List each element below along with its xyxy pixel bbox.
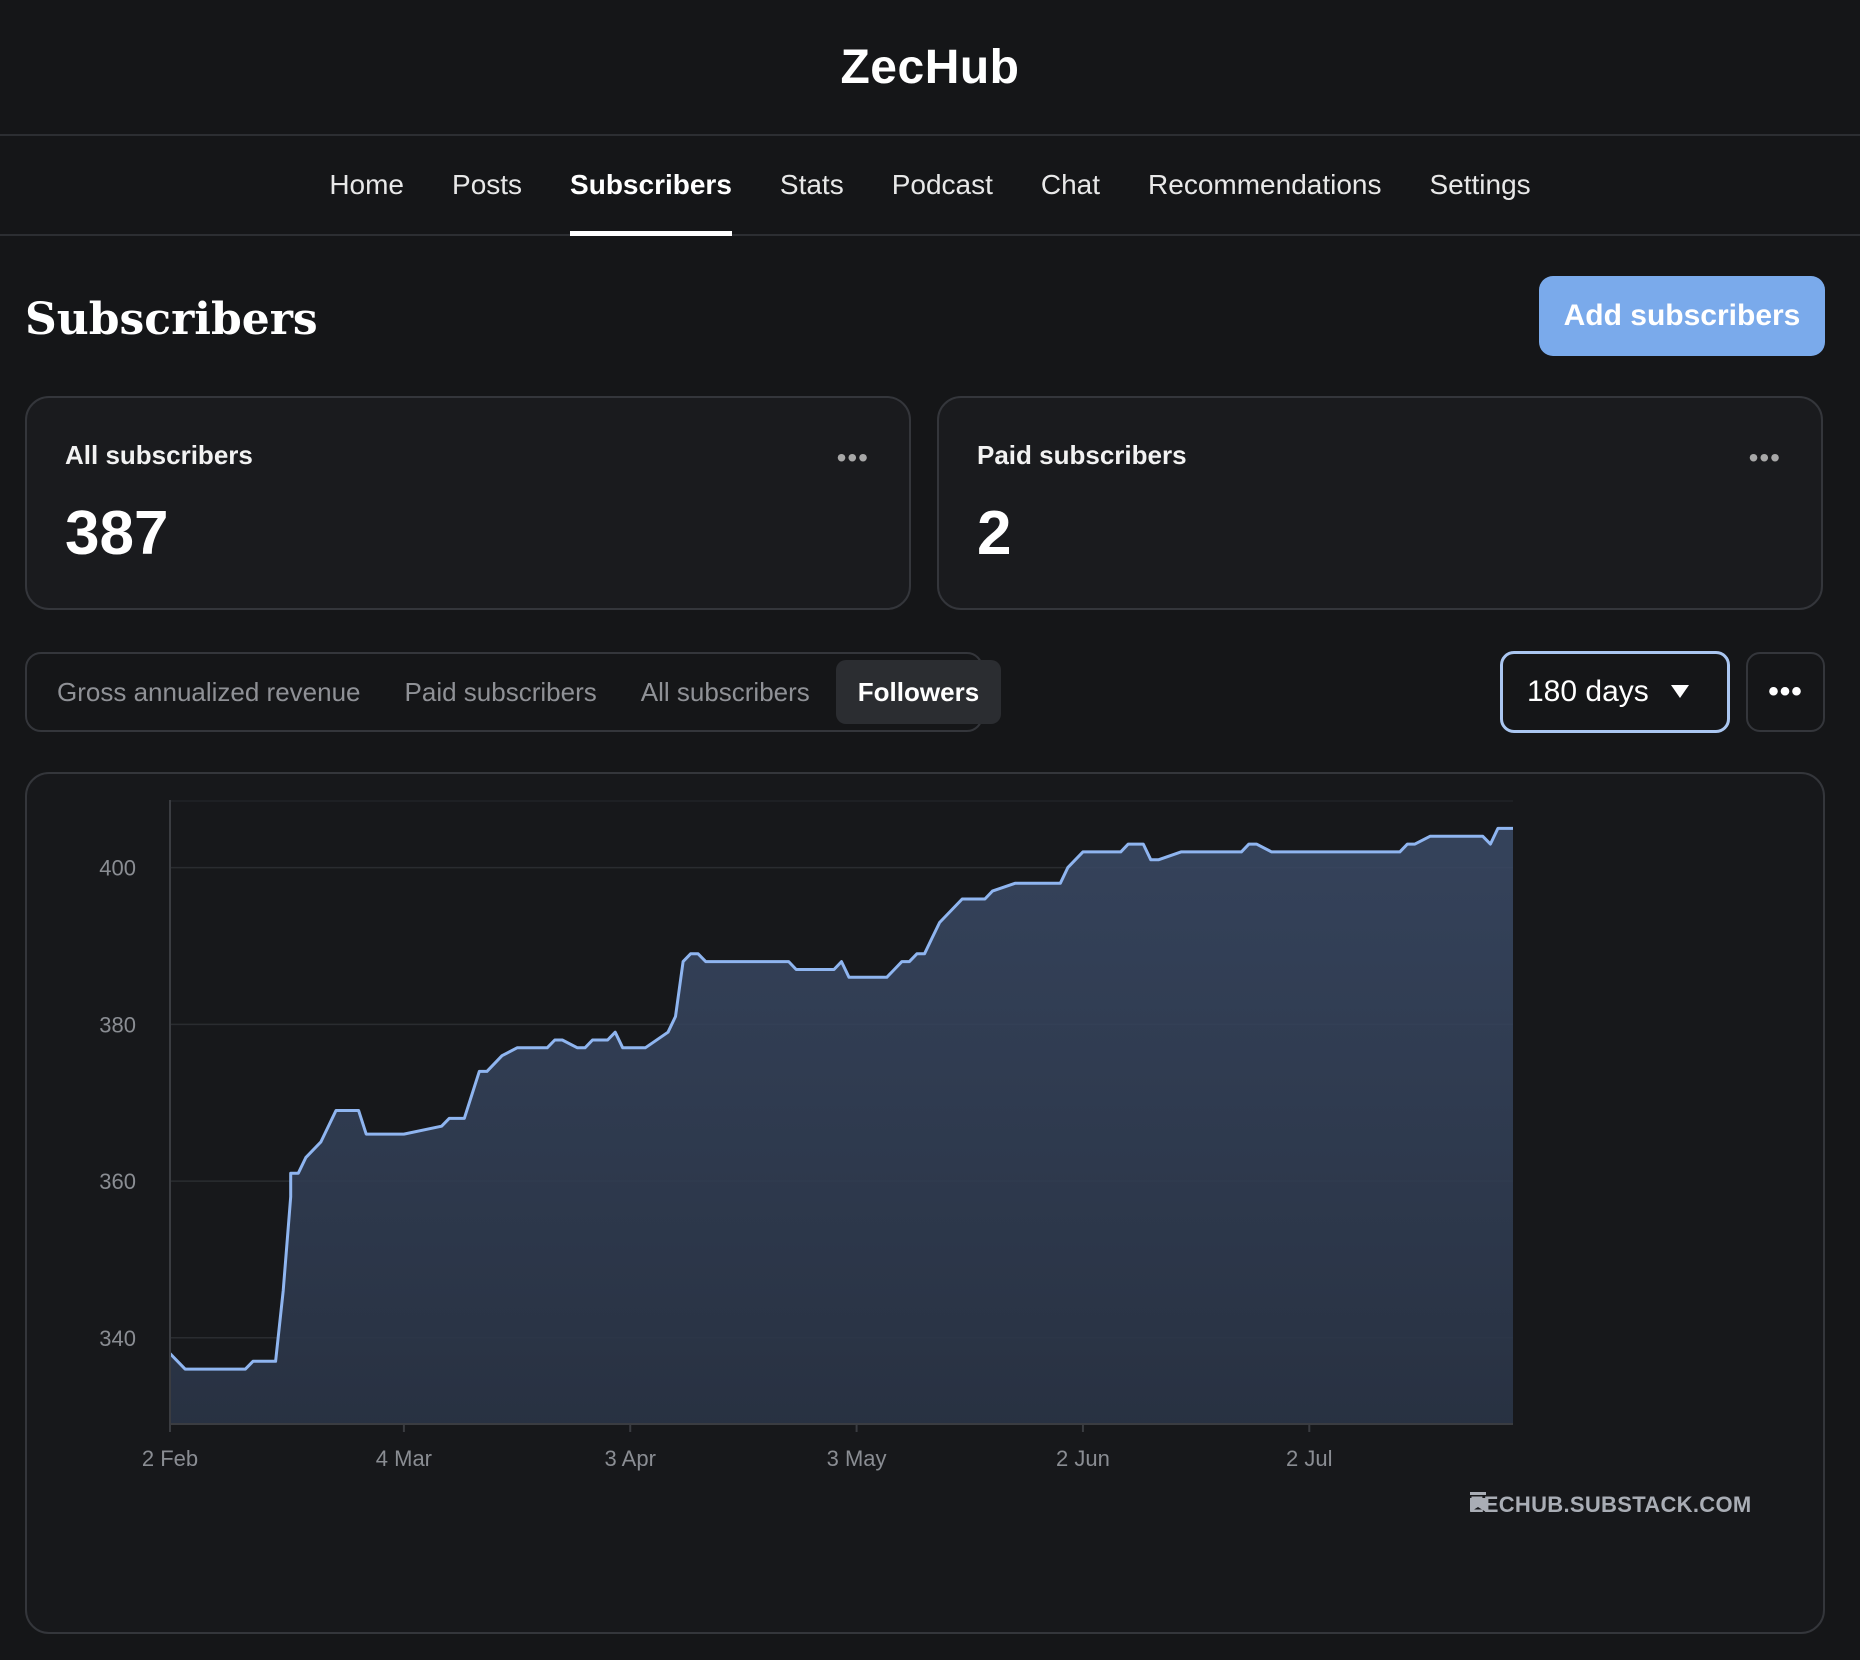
ellipsis-icon[interactable]: ••• bbox=[836, 442, 869, 473]
chart-svg: 340 360 380 400 2 Feb 4 Mar 3 Apr 3 May 2 Jun 2 J… bbox=[99, 800, 1513, 1471]
nav-item-stats[interactable]: Stats bbox=[779, 169, 844, 200]
y-tick-label: 380 bbox=[99, 1012, 136, 1037]
chart-more-button[interactable]: ••• bbox=[1746, 652, 1825, 732]
paid-subscribers-label: Paid subscribers bbox=[977, 440, 1187, 470]
bookmark-icon bbox=[1470, 1492, 1486, 1512]
nav-item-settings[interactable]: Settings bbox=[1429, 169, 1531, 200]
site-title[interactable]: ZecHub bbox=[840, 40, 1020, 94]
site-header: ZecHub bbox=[0, 0, 1860, 136]
followers-chart: 340 360 380 400 2 Feb 4 Mar 3 Apr 3 May 2 Jun 2 J… bbox=[25, 772, 1825, 1634]
x-tick-label: 4 Mar bbox=[376, 1446, 432, 1471]
all-subscribers-card: All subscribers ••• 387 bbox=[25, 396, 911, 610]
ellipsis-icon: ••• bbox=[1768, 675, 1803, 708]
tab-gross-annualized-revenue[interactable]: Gross annualized revenue bbox=[57, 676, 361, 707]
watermark-text: ZECHUB.SUBSTACK.COM bbox=[1470, 1492, 1752, 1517]
series-area bbox=[170, 828, 1513, 1424]
y-tick-label: 360 bbox=[99, 1169, 136, 1194]
nav-item-subscribers[interactable]: Subscribers bbox=[570, 136, 732, 236]
nav-item-posts[interactable]: Posts bbox=[452, 169, 523, 200]
y-tick-label: 340 bbox=[99, 1326, 136, 1351]
nav-item-home[interactable]: Home bbox=[329, 169, 405, 200]
y-tick-label: 400 bbox=[99, 856, 136, 881]
tab-all-subscribers[interactable]: All subscribers bbox=[640, 676, 810, 707]
add-subscribers-button[interactable]: Add subscribers bbox=[1539, 276, 1825, 356]
x-tick-label: 3 Apr bbox=[605, 1446, 656, 1471]
x-tick-label: 2 Feb bbox=[142, 1446, 198, 1471]
main-nav: Home Posts Subscribers Stats Podcast Cha… bbox=[0, 136, 1860, 236]
metric-tabs: Gross annualized revenue Paid subscriber… bbox=[25, 652, 1002, 732]
caret-down-icon bbox=[1671, 685, 1689, 698]
x-tick-label: 3 May bbox=[827, 1446, 887, 1471]
ellipsis-icon[interactable]: ••• bbox=[1748, 442, 1781, 473]
date-range-value: 180 days bbox=[1527, 675, 1649, 708]
all-subscribers-label: All subscribers bbox=[65, 440, 253, 470]
page-title: Subscribers bbox=[25, 294, 318, 345]
series-line bbox=[168, 826, 1513, 1371]
x-tick-label: 2 Jun bbox=[1056, 1446, 1110, 1471]
nav-item-recommendations[interactable]: Recommendations bbox=[1148, 169, 1382, 200]
x-tick-label: 2 Jul bbox=[1286, 1446, 1332, 1471]
tab-followers[interactable]: Followers bbox=[835, 660, 1002, 724]
paid-subscribers-card: Paid subscribers ••• 2 bbox=[937, 396, 1823, 610]
nav-item-chat[interactable]: Chat bbox=[1040, 169, 1101, 200]
tab-paid-subscribers[interactable]: Paid subscribers bbox=[404, 676, 597, 707]
all-subscribers-count: 387 bbox=[65, 499, 169, 568]
nav-item-podcast[interactable]: Podcast bbox=[891, 169, 993, 200]
paid-subscribers-count: 2 bbox=[977, 499, 1012, 568]
substack-watermark: ZECHUB.SUBSTACK.COM bbox=[1470, 1492, 1752, 1518]
date-range-select[interactable]: 180 days bbox=[1500, 651, 1730, 733]
